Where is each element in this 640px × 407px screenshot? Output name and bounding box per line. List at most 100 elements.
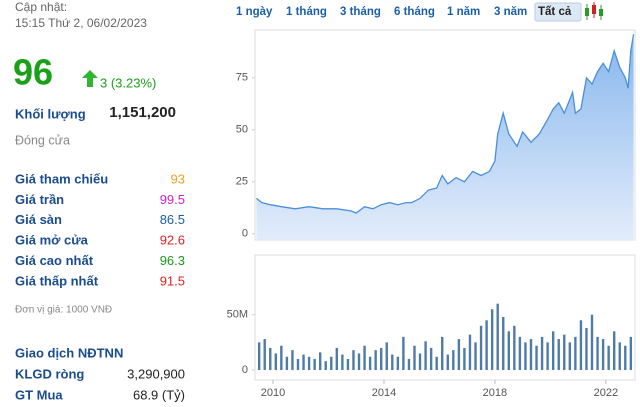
volume-bar	[452, 350, 455, 371]
row-value: 99.5	[160, 192, 185, 207]
volume-bar	[269, 347, 272, 371]
y-tick-label: 0	[242, 228, 248, 240]
volume-bar	[629, 336, 633, 371]
row-label: Giá trần	[15, 192, 64, 207]
volume-bar	[612, 331, 616, 371]
tab[interactable]: 3 tháng	[340, 6, 381, 18]
volume-bar	[402, 336, 405, 371]
volume-bar	[424, 341, 427, 371]
row-label: Giá tham chiếu	[15, 171, 108, 186]
volume-bar	[463, 347, 466, 371]
foreign-value: 68.9 (Tỷ)	[133, 387, 185, 402]
volume-bar	[352, 350, 355, 371]
volume-bar	[601, 339, 605, 371]
tab[interactable]: 6 tháng	[394, 6, 435, 18]
y-tick-label: 0	[242, 364, 248, 376]
volume-bar	[624, 345, 627, 371]
volume-bar	[529, 339, 533, 371]
y-tick-label: 50M	[227, 309, 248, 321]
volume-frame	[254, 254, 636, 381]
volume-bar	[335, 347, 339, 371]
volume-bar	[291, 350, 294, 371]
row-value: 92.6	[160, 233, 185, 248]
price-area	[256, 34, 634, 241]
tab[interactable]: 1 ngày	[236, 6, 273, 18]
tab[interactable]: 1 năm	[447, 6, 480, 18]
volume-bar	[441, 336, 444, 371]
volume: 1,151,200	[109, 104, 176, 121]
tab[interactable]: 1 tháng	[286, 6, 327, 18]
volume-bar	[607, 345, 610, 371]
foreign-title: Giao dịch NĐTNN	[15, 345, 123, 360]
unit-note: Đơn vị giá: 1000 VNĐ	[15, 305, 112, 316]
volume-bar	[363, 345, 366, 371]
up-arrow	[82, 70, 98, 87]
row-value: 86.5	[160, 212, 185, 227]
tab-active-bg	[534, 2, 582, 22]
volume-bar	[502, 316, 505, 371]
volume-bar	[307, 356, 311, 371]
volume-bar	[257, 342, 261, 371]
volume-bar	[457, 339, 461, 371]
volume-bar	[418, 353, 422, 371]
price-change: 3 (3.23%)	[100, 75, 156, 90]
row-label: Giá mở cửa	[15, 233, 89, 248]
volume-bar	[551, 331, 555, 371]
volume-bar	[341, 354, 344, 371]
volume-bar	[302, 354, 305, 371]
foreign-value: 3,290,900	[127, 366, 185, 381]
foreign-label: KLGD ròng	[15, 366, 84, 381]
volume-bar	[596, 336, 599, 371]
volume-bar	[368, 356, 372, 371]
volume-bar	[524, 342, 527, 371]
x-tick-label: 2014	[372, 387, 396, 399]
volume-bar	[374, 350, 377, 371]
row-value: 93	[171, 171, 185, 186]
tab[interactable]: 3 năm	[494, 6, 527, 18]
volume-bar	[346, 358, 350, 371]
volume-bar	[485, 320, 488, 371]
volume-bar	[446, 354, 449, 371]
volume-bar	[557, 339, 560, 371]
volume-bar	[496, 303, 499, 371]
volume-bar	[380, 347, 383, 371]
volume-bar	[490, 309, 494, 371]
volume-bar	[513, 325, 516, 371]
row-label: Giá thấp nhất	[15, 273, 99, 288]
row-label: Giá cao nhất	[15, 253, 94, 268]
row-value: 91.5	[160, 273, 185, 288]
status: Đóng cửa	[15, 133, 70, 147]
volume-bar	[435, 356, 438, 371]
volume-bar	[391, 354, 394, 371]
volume-bar	[546, 342, 549, 371]
volume-bar	[574, 336, 577, 371]
volume-bar	[296, 358, 300, 371]
volume-bar	[429, 347, 433, 371]
y-tick-label: 25	[236, 176, 248, 188]
x-tick-label: 2010	[261, 387, 285, 399]
volume-bar	[324, 361, 327, 371]
volume-bar	[563, 334, 566, 371]
x-tick-label: 2022	[594, 387, 618, 399]
volume-bar	[590, 314, 594, 371]
volume-bar	[396, 356, 400, 371]
volume-bar	[518, 336, 522, 371]
x-tick-label: 2018	[483, 387, 507, 399]
y-tick-label: 50	[236, 124, 248, 136]
volume-bar	[413, 345, 416, 371]
price-line	[256, 34, 635, 214]
volume-bar	[479, 325, 483, 371]
updated-time: 15:15 Thứ 2, 06/02/2023	[15, 16, 147, 30]
row-value: 96.3	[160, 253, 185, 268]
updated-label: Cập nhật:	[15, 0, 67, 14]
volume-bar	[507, 331, 510, 371]
volume-bar	[318, 352, 322, 371]
volume-bar	[407, 358, 411, 371]
foreign-label: GT Mua	[15, 387, 63, 402]
tab[interactable]: Tất cả	[538, 6, 572, 18]
volume-bar	[357, 353, 361, 371]
volume-bar	[330, 356, 333, 371]
volume-bar	[263, 339, 266, 371]
volume-bar	[579, 320, 583, 371]
volume-bar	[585, 328, 588, 371]
